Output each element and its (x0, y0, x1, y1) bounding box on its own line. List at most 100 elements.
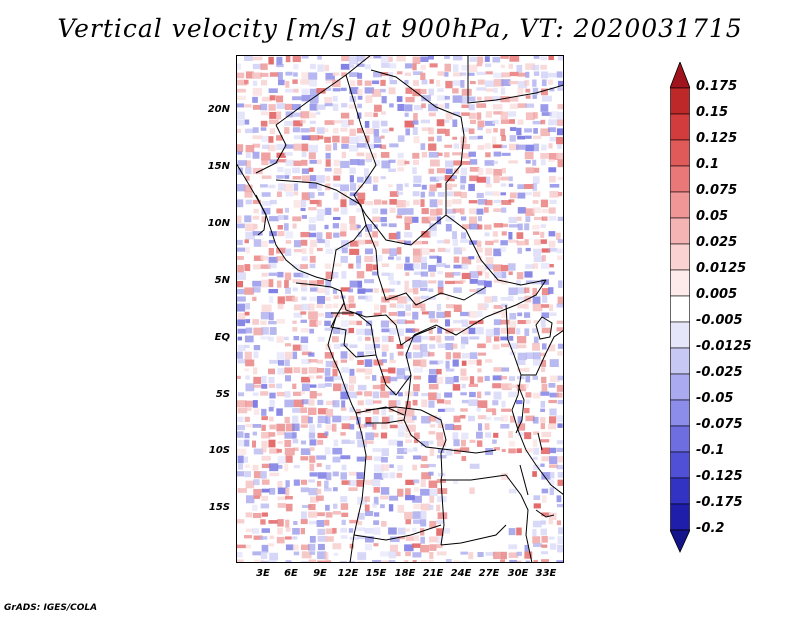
velocity-cell (525, 71, 530, 78)
velocity-cell (373, 456, 384, 462)
velocity-cell (501, 167, 506, 174)
velocity-cell (396, 200, 406, 208)
velocity-cell (485, 432, 492, 438)
velocity-cell (309, 120, 316, 124)
lon-label: 21E (422, 568, 444, 579)
vertical-velocity-map (236, 55, 564, 563)
velocity-cell (413, 296, 421, 303)
velocity-cell (557, 479, 564, 486)
velocity-cell (532, 343, 540, 351)
velocity-cell (492, 295, 498, 302)
velocity-cell (356, 135, 365, 143)
velocity-cell (532, 352, 541, 360)
velocity-cell (492, 119, 499, 125)
velocity-cell (421, 103, 426, 109)
velocity-cell (316, 455, 327, 460)
velocity-cell (252, 296, 257, 302)
velocity-cell (364, 423, 374, 427)
velocity-cell (500, 128, 506, 137)
velocity-cell (277, 487, 288, 495)
velocity-cell (357, 351, 364, 358)
velocity-cell (236, 272, 246, 280)
velocity-cell (332, 263, 342, 267)
velocity-cell (261, 408, 267, 416)
velocity-cell (237, 296, 246, 302)
velocity-cell (293, 240, 301, 248)
velocity-cell (340, 63, 350, 70)
velocity-cell (508, 160, 518, 164)
velocity-cell (276, 247, 286, 254)
velocity-cell (244, 104, 252, 108)
velocity-cell (253, 408, 260, 415)
velocity-cell (477, 199, 488, 205)
velocity-cell (356, 255, 362, 264)
velocity-cell (540, 423, 546, 430)
velocity-cell (381, 456, 388, 463)
velocity-cell (277, 360, 285, 366)
velocity-cell (501, 551, 507, 560)
colorbar-segment (670, 243, 690, 271)
velocity-cell (549, 183, 560, 188)
velocity-cell (357, 72, 363, 79)
velocity-cell (541, 536, 548, 543)
velocity-cell (541, 288, 550, 296)
velocity-cell (245, 231, 255, 240)
velocity-cell (389, 352, 394, 361)
velocity-cell (469, 271, 479, 279)
velocity-cell (269, 560, 277, 563)
velocity-cell (492, 144, 503, 149)
velocity-cell (244, 311, 250, 316)
velocity-cell (460, 143, 471, 150)
velocity-cell (468, 64, 478, 72)
velocity-cell (508, 231, 513, 240)
velocity-cell (357, 512, 365, 520)
velocity-cell (445, 448, 453, 456)
velocity-cell (308, 559, 317, 563)
velocity-cell (316, 127, 325, 134)
velocity-cell (261, 216, 267, 223)
velocity-cell (541, 248, 551, 253)
velocity-cell (405, 551, 411, 557)
velocity-cell (413, 439, 419, 444)
velocity-cell (476, 63, 483, 67)
velocity-cell (549, 472, 555, 479)
velocity-cell (421, 216, 431, 224)
colorbar-label: 0.175 (696, 79, 738, 94)
lat-label: 20N (207, 104, 230, 115)
velocity-cell (525, 63, 536, 70)
velocity-cell (277, 440, 283, 445)
velocity-cell (429, 176, 440, 182)
velocity-cell (509, 71, 519, 77)
velocity-cell (388, 415, 394, 423)
velocity-cell (237, 392, 245, 397)
velocity-cell (525, 560, 530, 563)
velocity-cell (461, 360, 467, 366)
velocity-cell (349, 519, 359, 524)
velocity-cell (349, 424, 355, 430)
velocity-cell (444, 55, 450, 60)
velocity-cell (540, 367, 546, 372)
velocity-cell (412, 335, 422, 343)
velocity-cell (389, 303, 397, 308)
velocity-cell (293, 399, 304, 408)
velocity-cell (405, 256, 410, 263)
velocity-cell (452, 231, 457, 240)
velocity-cell (276, 391, 287, 397)
velocity-cell (236, 351, 243, 359)
velocity-cell (445, 423, 455, 431)
velocity-cell (437, 280, 444, 289)
velocity-cell (372, 479, 381, 487)
velocity-cell (261, 455, 271, 461)
velocity-cell (381, 160, 391, 169)
velocity-cell (364, 328, 374, 336)
velocity-cell (285, 71, 293, 76)
velocity-cell (445, 183, 453, 190)
velocity-cell (300, 391, 305, 395)
velocity-cell (364, 120, 370, 128)
velocity-cell (428, 471, 434, 476)
velocity-cell (269, 552, 279, 561)
velocity-cell (500, 64, 505, 69)
velocity-cell (236, 544, 247, 549)
velocity-cell (517, 416, 523, 424)
velocity-cell (429, 448, 435, 457)
